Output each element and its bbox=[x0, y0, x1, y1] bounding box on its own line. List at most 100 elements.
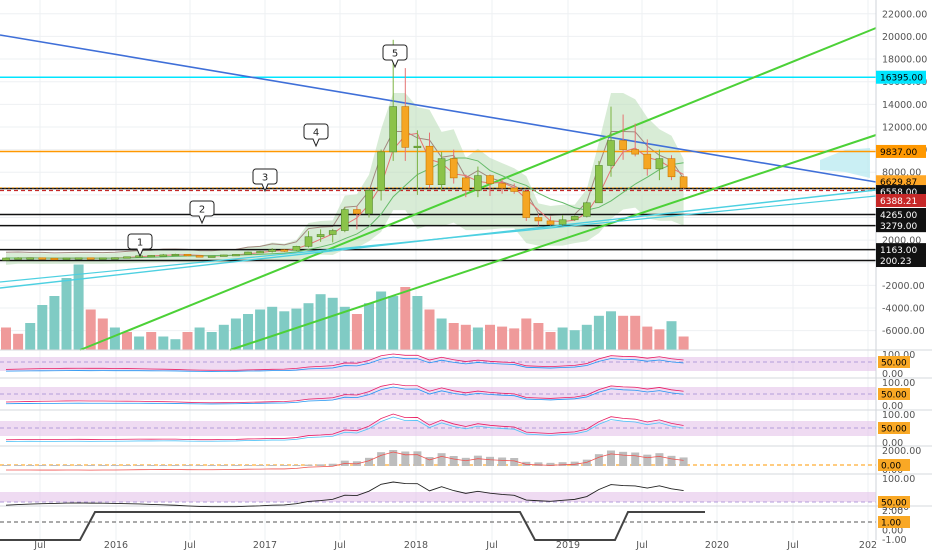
volume-bar bbox=[255, 309, 266, 350]
x-tick-label: 202 bbox=[859, 540, 877, 550]
pane-tick-label: 2.00 bbox=[882, 506, 903, 517]
volume-bar bbox=[49, 296, 60, 350]
volume-bar bbox=[61, 278, 72, 350]
candle-body bbox=[643, 153, 652, 170]
volume-bar bbox=[279, 311, 290, 350]
pane-tick-label: 0.00 bbox=[882, 438, 903, 449]
slow-osc-line-a bbox=[5, 413, 684, 441]
price-label-text: 6629.87 bbox=[880, 178, 917, 188]
macd-hist-bar bbox=[2, 465, 10, 466]
pane-band bbox=[0, 387, 876, 400]
candle-body bbox=[413, 145, 422, 149]
y-tick-label: -6000.00 bbox=[882, 326, 925, 337]
macd-hist-bar bbox=[244, 465, 252, 466]
rsi-line-b bbox=[5, 356, 684, 372]
candle-body bbox=[486, 175, 494, 184]
candle-body bbox=[256, 251, 264, 254]
candle-body bbox=[328, 230, 337, 235]
volume-bar bbox=[376, 291, 387, 350]
macd-hist-bar bbox=[461, 457, 470, 466]
candle-body bbox=[425, 145, 434, 185]
y-tick-label: -2000.00 bbox=[882, 281, 925, 292]
candle-body bbox=[365, 190, 373, 214]
volume-bar bbox=[497, 326, 508, 350]
volume-bar bbox=[339, 306, 350, 350]
x-tick-label: 2016 bbox=[104, 540, 128, 550]
volume-bar bbox=[666, 321, 677, 350]
macd-hist-bar bbox=[437, 453, 446, 466]
candle-body bbox=[437, 158, 446, 185]
wave-callout bbox=[303, 123, 329, 148]
macd-hist-bar bbox=[207, 465, 216, 466]
pane-value-label: 50.00 bbox=[881, 391, 907, 401]
y-axis: 22000.0020000.0018000.0016000.0014000.00… bbox=[875, 0, 927, 546]
candle-body bbox=[304, 236, 313, 247]
pane-value-badge bbox=[878, 422, 910, 434]
pane-band bbox=[0, 492, 876, 502]
pane-tick-label: -1.00 bbox=[882, 535, 907, 546]
macd-hist-bar bbox=[570, 461, 579, 466]
candle-body bbox=[558, 219, 567, 225]
volume-bar bbox=[134, 336, 145, 350]
candle-body bbox=[244, 251, 252, 255]
candle-body bbox=[679, 176, 688, 189]
signal-step-line bbox=[0, 511, 705, 541]
pane-band bbox=[0, 421, 876, 436]
wave-labels: 1 2 3 4 5 bbox=[127, 44, 408, 258]
horizontal-levels bbox=[0, 76, 876, 262]
pane-tick-label: 0.00 bbox=[882, 369, 903, 380]
candle-body bbox=[38, 257, 47, 260]
candle-body bbox=[50, 257, 59, 261]
macd-hist-bar bbox=[594, 454, 603, 466]
green-channel-lower bbox=[229, 134, 877, 351]
macd-hist-bar bbox=[183, 465, 192, 466]
macd-hist-bar bbox=[195, 465, 204, 466]
candle-body bbox=[353, 209, 361, 214]
candle-body bbox=[26, 257, 35, 260]
volume-bar bbox=[351, 314, 362, 350]
candle-body bbox=[183, 253, 192, 257]
volume-bar bbox=[218, 324, 229, 350]
y-tick-label: 18000.00 bbox=[882, 55, 927, 66]
macd-line bbox=[5, 451, 684, 471]
macd-hist-bar bbox=[123, 465, 131, 466]
wave-label-4: 4 bbox=[313, 128, 319, 139]
x-axis: Jul 2016 Jul 2017 Jul 2018 Jul 2019 Jul 2020 Jul 20… bbox=[33, 540, 877, 550]
macd-hist-bar bbox=[667, 455, 676, 466]
price-label-box bbox=[876, 243, 926, 257]
macd-hist-bar bbox=[86, 465, 95, 466]
macd-hist-bar bbox=[473, 455, 482, 466]
pane-tick-label: 0.00 bbox=[882, 401, 903, 412]
volume-bar bbox=[230, 318, 241, 350]
x-tick-label: 2020 bbox=[705, 540, 729, 550]
wave-callout bbox=[189, 200, 215, 225]
price-label-text: 1163.00 bbox=[880, 246, 917, 256]
volume-bar bbox=[170, 339, 181, 350]
pane-value-label: 50.00 bbox=[881, 425, 907, 435]
blue-downtrend-line bbox=[0, 34, 877, 183]
pane-tick-label: 100.00 bbox=[882, 378, 915, 389]
y-tick-label: 22000.00 bbox=[882, 9, 927, 20]
volume-bar bbox=[37, 305, 48, 350]
price-label-box bbox=[876, 193, 926, 207]
candle-body bbox=[449, 158, 458, 179]
ichimoku-cloud bbox=[6, 93, 870, 265]
volume-bar bbox=[206, 332, 217, 350]
candle-body bbox=[207, 255, 216, 258]
volume-bar bbox=[485, 324, 495, 350]
volume-bar bbox=[606, 311, 616, 350]
candle-body bbox=[2, 257, 10, 261]
slow-osc-line-b bbox=[5, 416, 684, 442]
pane-value-badge bbox=[878, 459, 910, 471]
candle-body bbox=[316, 234, 325, 238]
candle-body bbox=[232, 254, 240, 257]
cyan-trend-line-b bbox=[0, 195, 877, 283]
macd-hist-bar bbox=[292, 465, 301, 466]
price-label-text: 4265.00 bbox=[880, 211, 917, 221]
volume-bar bbox=[593, 315, 604, 350]
wave-label-5: 5 bbox=[392, 49, 398, 60]
macd-hist-bar bbox=[631, 452, 640, 466]
volume-bar bbox=[327, 297, 338, 350]
